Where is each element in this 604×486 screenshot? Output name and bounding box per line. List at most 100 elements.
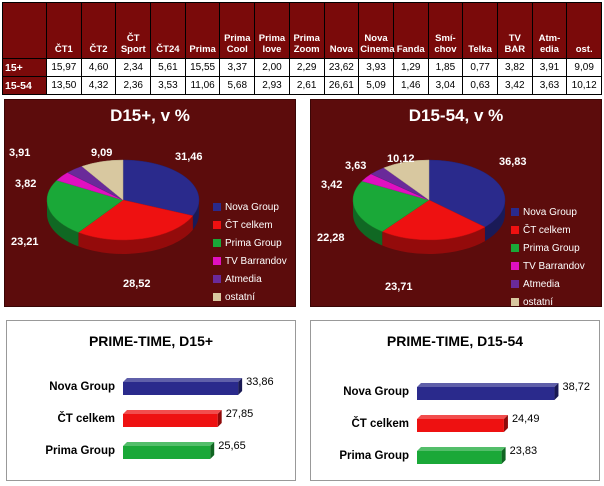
bar-category-label: ČT celkem [351,418,409,430]
column-header: Nova Cinema [358,2,395,59]
table-cell: 3,53 [150,76,186,95]
slice-value-label: 3,91 [9,147,31,159]
table-cell: 15,97 [46,58,82,77]
table-cell: 0,63 [462,76,498,95]
legend-swatch [213,293,221,301]
bar-ct-celkem [417,419,504,432]
column-header: ost. [566,2,602,59]
pie-slice-side [382,227,485,254]
column-header: Fanda [392,2,429,59]
bar-side-face [503,415,508,432]
bar-chart [123,378,243,459]
column-header: Prima Zoom [288,2,325,59]
table-cell: 13,50 [46,76,82,95]
pie-slice-prima-group [46,180,124,233]
pie-panel-d15-54: D15-54, v % 36,83 23,71 22,28 3,42 3,63 10,12… [310,99,602,308]
bar-top-face [417,447,506,451]
bar-panel-prime-d15-54: PRIME-TIME, D15-54 Nova Group 38,72 ČT cel… [310,320,600,481]
table-cell: 4,32 [80,76,117,95]
slice-value-label: 28,52 [123,278,151,290]
slice-value-label: 9,09 [91,147,113,159]
legend-item: Atmedia [511,275,585,293]
legend-label: Nova Group [523,206,577,218]
slice-value-label: 31,46 [175,151,203,163]
legend-item: ostatní [213,288,287,306]
table-cell: 9,09 [566,58,602,77]
table-cell: 1,29 [392,58,429,77]
slice-value-label: 36,83 [499,156,527,168]
bar-category-label: Nova Group [343,386,409,398]
bar-value-label: 27,85 [225,408,254,420]
table-cell: 10,12 [566,76,602,95]
bar-prima-group [417,451,502,464]
pie-slice-side [192,200,199,230]
table-cell: 26,61 [323,76,360,95]
bar-nova-group [123,382,239,395]
legend-swatch [213,275,221,283]
column-header: Atm-edia [531,2,568,59]
bar-chart [417,383,559,464]
legend-label: Nova Group [225,201,279,213]
legend-label: ČT celkem [225,219,273,231]
table-cell: 5,68 [219,76,256,95]
column-header: Prima love [254,2,290,59]
share-table: ČT1 ČT2 ČT Sport ČT24 Prima Prima Cool Prima l… [2,2,602,95]
pie-title: D15+, v % [110,106,190,125]
table-cell: 5,09 [358,76,394,95]
bar-top-face [123,410,222,414]
bar-nova-group [417,387,555,400]
table-row: 15-54 13,50 4,32 2,36 3,53 11,06 5,68 2,93 2,61 2… [2,76,602,95]
bar-value-label: 23,83 [509,445,538,457]
table-cell: 2,36 [115,76,152,95]
table-cell: 3,63 [531,76,568,95]
column-header: ČT2 [80,2,117,59]
pie-slice-side [78,215,193,254]
pie-slice-nova-group [122,159,200,217]
bar-title: PRIME-TIME, D15-54 [386,333,524,349]
slice-value-label: 3,63 [345,160,367,172]
table-cell: 2,34 [115,58,152,77]
row-label: 15+ [2,58,47,77]
table-body: 15+ 15,97 4,60 2,34 5,61 15,55 3,37 2,00 2,29 23,… [2,58,602,95]
pie-slice-prima-group [352,180,430,232]
legend-swatch [511,280,519,288]
bar-category-label: ČT celkem [57,413,115,425]
legend-swatch [511,298,519,306]
legend-item: TV Barrandov [213,252,287,270]
table-cell: 2,29 [288,58,325,77]
legend-item: Nova Group [213,198,287,216]
legend-item: ostatní [511,293,585,311]
pie-chart [46,159,200,254]
slice-value-label: 3,82 [15,178,37,190]
table-cell: 2,61 [288,76,325,95]
table-cell: 15,55 [184,58,221,77]
bar-panel-prime-d15plus: PRIME-TIME, D15+ Nova Group 33,86 ČT celke… [6,320,296,481]
row-label: 15-54 [2,76,47,95]
column-header: Prima Cool [219,2,256,59]
bar-category-label: Nova Group [49,381,115,393]
slice-value-label: 10,12 [387,153,415,165]
pie-title: D15-54, v % [408,106,504,125]
column-header: Telka [462,2,498,59]
pie-slice-ct-celkem [381,199,486,241]
legend-swatch [511,262,519,270]
legend-label: ostatní [523,296,554,308]
pie-slice-ostatni [81,159,124,201]
legend-item: Prima Group [511,239,585,257]
bar-side-face [217,410,222,427]
column-header: ČT1 [46,2,82,59]
pie-slice-nova-group [428,159,506,228]
legend-label: ostatní [225,291,256,303]
legend-label: ČT celkem [523,224,571,236]
pie-slice-side [353,200,383,246]
legend-item: Atmedia [213,270,287,288]
bar-value-label: 38,72 [562,381,590,393]
bar-value-label: 24,49 [511,413,540,425]
bar-category-label: Prima Group [339,450,409,462]
slice-value-label: 23,21 [11,236,39,248]
bar-top-face [123,442,215,446]
bar-side-face [238,378,243,395]
legend-label: Prima Group [225,237,282,249]
legend-item: Nova Group [511,203,585,221]
table-cell: 23,62 [323,58,360,77]
